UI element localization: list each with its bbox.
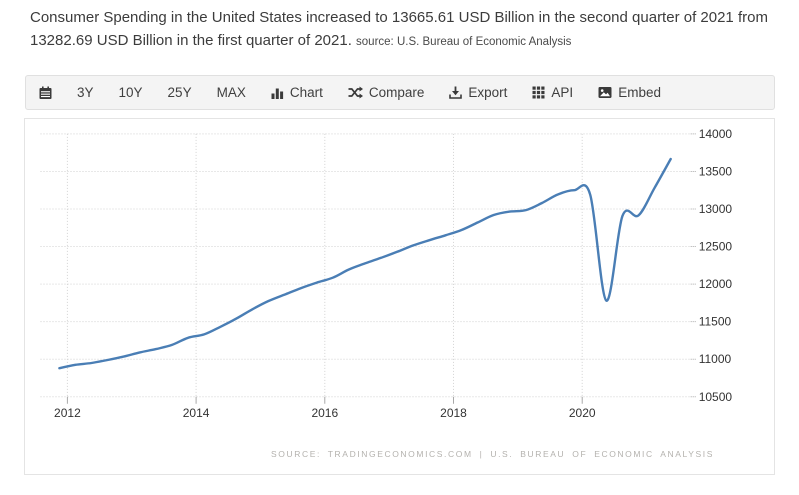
x-axis-label: 2016	[311, 406, 338, 420]
line-chart[interactable]: 10500 11000 11500 12000 12500 13000 13500 14000…	[25, 119, 774, 474]
toolbar-item-label: Compare	[368, 85, 425, 100]
toolbar-item-label: Embed	[618, 85, 661, 100]
toolbar-item-range-3y[interactable]: 3Y	[77, 85, 94, 100]
x-axis-label: 2012	[54, 406, 81, 420]
toolbar-item-embed[interactable]: Embed	[598, 85, 661, 100]
y-axis-label: 11500	[699, 315, 732, 329]
toolbar-item-label: MAX	[216, 85, 246, 100]
chart-source-attribution: SOURCE: TRADINGECONOMICS.COM | U.S. BURE…	[271, 449, 714, 459]
x-axis-label: 2014	[183, 406, 210, 420]
summary-sentence: Consumer Spending in the United States i…	[30, 9, 768, 49]
summary-source: source: U.S. Bureau of Economic Analysis	[356, 36, 571, 48]
summary-text: Consumer Spending in the United States i…	[30, 6, 786, 54]
y-axis-label: 13500	[699, 164, 733, 178]
toolbar-item-label: Export	[468, 85, 508, 100]
x-axis-label: 2020	[569, 406, 596, 420]
toolbar-item-api[interactable]: API	[532, 85, 573, 100]
toolbar-item-label: Chart	[289, 85, 323, 100]
consumer-spending-line[interactable]	[58, 157, 672, 370]
toolbar-item-label: 3Y	[77, 85, 94, 100]
download-icon	[449, 86, 463, 99]
summary-source-label: source: U.S. Bureau of Economic Analysis	[356, 36, 572, 48]
grid-icon	[532, 86, 545, 99]
chart-card[interactable]: 10500 11000 11500 12000 12500 13000 13500 14000…	[24, 118, 775, 475]
toolbar-item-calendar[interactable]	[39, 86, 52, 100]
y-axis-label: 12500	[699, 240, 733, 254]
toolbar-item-label: 25Y	[167, 85, 192, 100]
x-axis-label: 2018	[440, 406, 467, 420]
toolbar-item-range-25y[interactable]: 25Y	[168, 85, 192, 100]
bar-chart-icon	[271, 86, 284, 99]
toolbar-item-range-10y[interactable]: 10Y	[119, 85, 143, 100]
toolbar-item-export[interactable]: Export	[449, 85, 507, 100]
y-axis-label: 11000	[699, 352, 732, 366]
y-axis-label: 10500	[699, 390, 733, 404]
y-axis-label: 12000	[699, 277, 733, 291]
y-axis-label: 14000	[699, 127, 733, 141]
y-axis-label: 13000	[699, 202, 733, 216]
calendar-icon	[39, 86, 52, 100]
shuffle-icon	[348, 86, 363, 99]
toolbar-item-chart-type[interactable]: Chart	[271, 85, 323, 100]
toolbar-item-compare[interactable]: Compare	[348, 85, 425, 100]
toolbar: 3Y 10Y 25Y MAX Chart Compare Export API Embed	[25, 75, 775, 110]
image-icon	[598, 86, 612, 99]
toolbar-item-label: API	[551, 85, 574, 100]
toolbar-item-label: 10Y	[118, 85, 143, 100]
toolbar-item-range-max[interactable]: MAX	[217, 85, 246, 100]
